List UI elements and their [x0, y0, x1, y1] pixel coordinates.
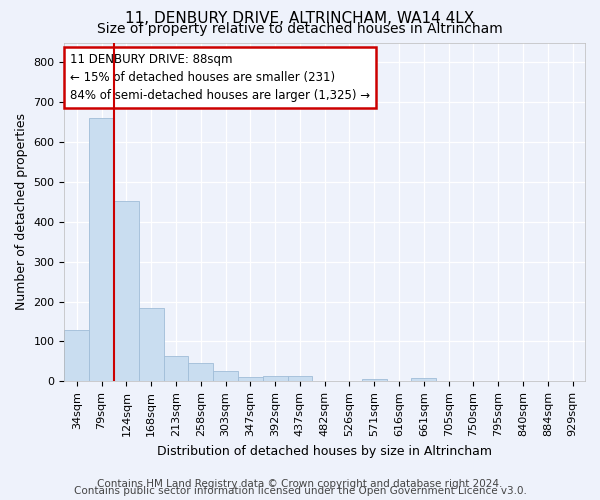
Bar — [238, 377, 263, 382]
Bar — [287, 376, 313, 382]
Bar — [188, 362, 213, 382]
Bar — [139, 308, 164, 382]
Bar — [89, 118, 114, 382]
Bar — [64, 330, 89, 382]
Text: 11 DENBURY DRIVE: 88sqm
← 15% of detached houses are smaller (231)
84% of semi-d: 11 DENBURY DRIVE: 88sqm ← 15% of detache… — [70, 52, 370, 102]
Bar — [362, 379, 386, 382]
X-axis label: Distribution of detached houses by size in Altrincham: Distribution of detached houses by size … — [157, 444, 492, 458]
Text: Size of property relative to detached houses in Altrincham: Size of property relative to detached ho… — [97, 22, 503, 36]
Text: Contains HM Land Registry data © Crown copyright and database right 2024.: Contains HM Land Registry data © Crown c… — [97, 479, 503, 489]
Text: Contains public sector information licensed under the Open Government Licence v3: Contains public sector information licen… — [74, 486, 526, 496]
Y-axis label: Number of detached properties: Number of detached properties — [15, 114, 28, 310]
Bar — [213, 370, 238, 382]
Bar — [114, 201, 139, 382]
Bar — [263, 376, 287, 382]
Bar — [164, 356, 188, 382]
Bar — [412, 378, 436, 382]
Text: 11, DENBURY DRIVE, ALTRINCHAM, WA14 4LX: 11, DENBURY DRIVE, ALTRINCHAM, WA14 4LX — [125, 11, 475, 26]
